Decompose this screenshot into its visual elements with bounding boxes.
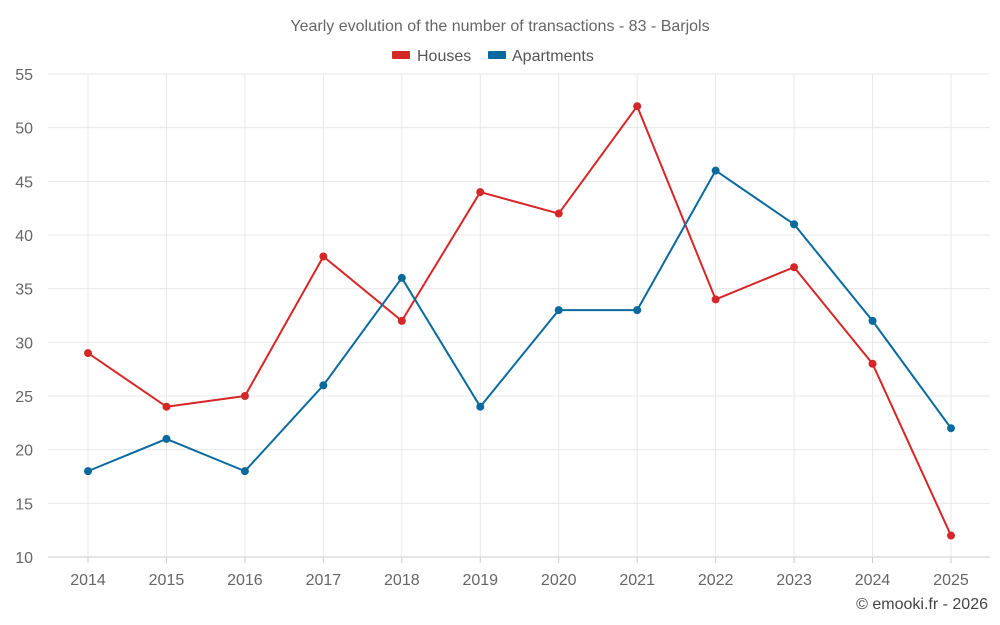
- x-tick-label: 2023: [776, 572, 812, 589]
- data-point-houses[interactable]: Houses 2017: 38: [319, 252, 328, 261]
- data-point-houses[interactable]: Houses 2018: 32: [397, 316, 406, 325]
- series-group: Houses 2014: 29 Houses 2015: 24 Houses 201…: [84, 102, 955, 540]
- data-point-houses[interactable]: Houses 2025: 12: [947, 531, 955, 540]
- data-point-apartments[interactable]: Apartments 2017: 26: [319, 381, 328, 390]
- data-point-apartments[interactable]: Apartments 2014: 18: [84, 467, 92, 476]
- x-tick-label: 2022: [698, 572, 734, 589]
- data-point-apartments[interactable]: Apartments 2023: 41: [790, 220, 799, 229]
- data-point-houses[interactable]: Houses 2015: 24: [162, 402, 171, 411]
- legend-item-apartments[interactable]: Apartments: [488, 48, 594, 65]
- legend-swatch-apartments: [488, 51, 506, 59]
- data-point-apartments[interactable]: Apartments 2024: 32: [868, 316, 877, 325]
- data-point-houses[interactable]: Houses 2024: 28: [868, 359, 877, 368]
- data-point-apartments[interactable]: Apartments 2016: 18: [240, 467, 249, 476]
- legend-label-apartments: Apartments: [512, 48, 594, 65]
- y-tick-label: 45: [15, 174, 33, 191]
- data-point-apartments[interactable]: Apartments 2021: 33: [633, 306, 642, 315]
- y-tick-label: 30: [15, 335, 33, 352]
- data-point-apartments[interactable]: Apartments 2015: 21: [162, 434, 171, 443]
- y-tick-label: 15: [15, 496, 33, 513]
- x-tick-label: 2015: [149, 572, 185, 589]
- data-point-houses[interactable]: Houses 2016: 25: [240, 392, 249, 400]
- y-tick-label: 20: [15, 443, 33, 460]
- data-point-houses[interactable]: Houses 2023: 37: [790, 263, 799, 272]
- data-point-houses[interactable]: Houses 2021: 52: [633, 102, 642, 111]
- legend[interactable]: Houses Apartments: [392, 48, 594, 65]
- y-tick-label: 55: [15, 67, 33, 84]
- x-tick-label: 2019: [462, 572, 498, 589]
- legend-label-houses: Houses: [417, 48, 471, 65]
- data-point-houses[interactable]: Houses 2020: 42: [554, 209, 563, 218]
- y-tick-label: 50: [15, 121, 33, 138]
- data-point-houses[interactable]: Houses 2019: 44: [476, 188, 485, 197]
- series-line-apartments: [87, 169, 952, 473]
- chart-title: Yearly evolution of the number of transa…: [290, 18, 709, 35]
- credit-text: © emooki.fr - 2026: [856, 596, 988, 613]
- data-point-apartments[interactable]: Apartments 2025: 22: [947, 424, 955, 433]
- x-axis-ticks: 2014 2015 2016 2017 2018 2019 2020 2021 2022 2023…: [70, 572, 969, 589]
- y-axis-ticks: 10 15 20 25 30 35 40 45 50 55: [15, 67, 33, 567]
- x-tick-label: 2025: [933, 572, 969, 589]
- data-point-houses[interactable]: Houses 2022: 34: [711, 295, 720, 304]
- data-point-houses[interactable]: Houses 2014: 29: [84, 349, 92, 358]
- x-tick-label: 2024: [855, 572, 891, 589]
- data-point-apartments[interactable]: Apartments 2018: 36: [397, 273, 406, 282]
- y-tick-label: 35: [15, 282, 33, 299]
- x-tick-label: 2017: [306, 572, 342, 589]
- y-tick-label: 25: [15, 389, 33, 406]
- legend-item-houses[interactable]: Houses: [392, 48, 471, 65]
- y-tick-label: 40: [15, 228, 33, 245]
- y-tick-label: 10: [15, 550, 33, 567]
- data-point-apartments[interactable]: Apartments 2020: 33: [554, 306, 563, 315]
- x-tick-label: 2021: [619, 572, 655, 589]
- x-tick-label: 2016: [227, 572, 263, 589]
- legend-swatch-houses: [392, 51, 410, 59]
- x-tick-label: 2018: [384, 572, 420, 589]
- data-point-apartments[interactable]: Apartments 2022: 46: [711, 166, 720, 175]
- x-tick-label: 2014: [70, 572, 106, 589]
- series-line-houses: [87, 105, 952, 536]
- data-point-apartments[interactable]: Apartments 2019: 24: [476, 402, 485, 411]
- x-tick-label: 2020: [541, 572, 577, 589]
- gridlines: [48, 73, 990, 563]
